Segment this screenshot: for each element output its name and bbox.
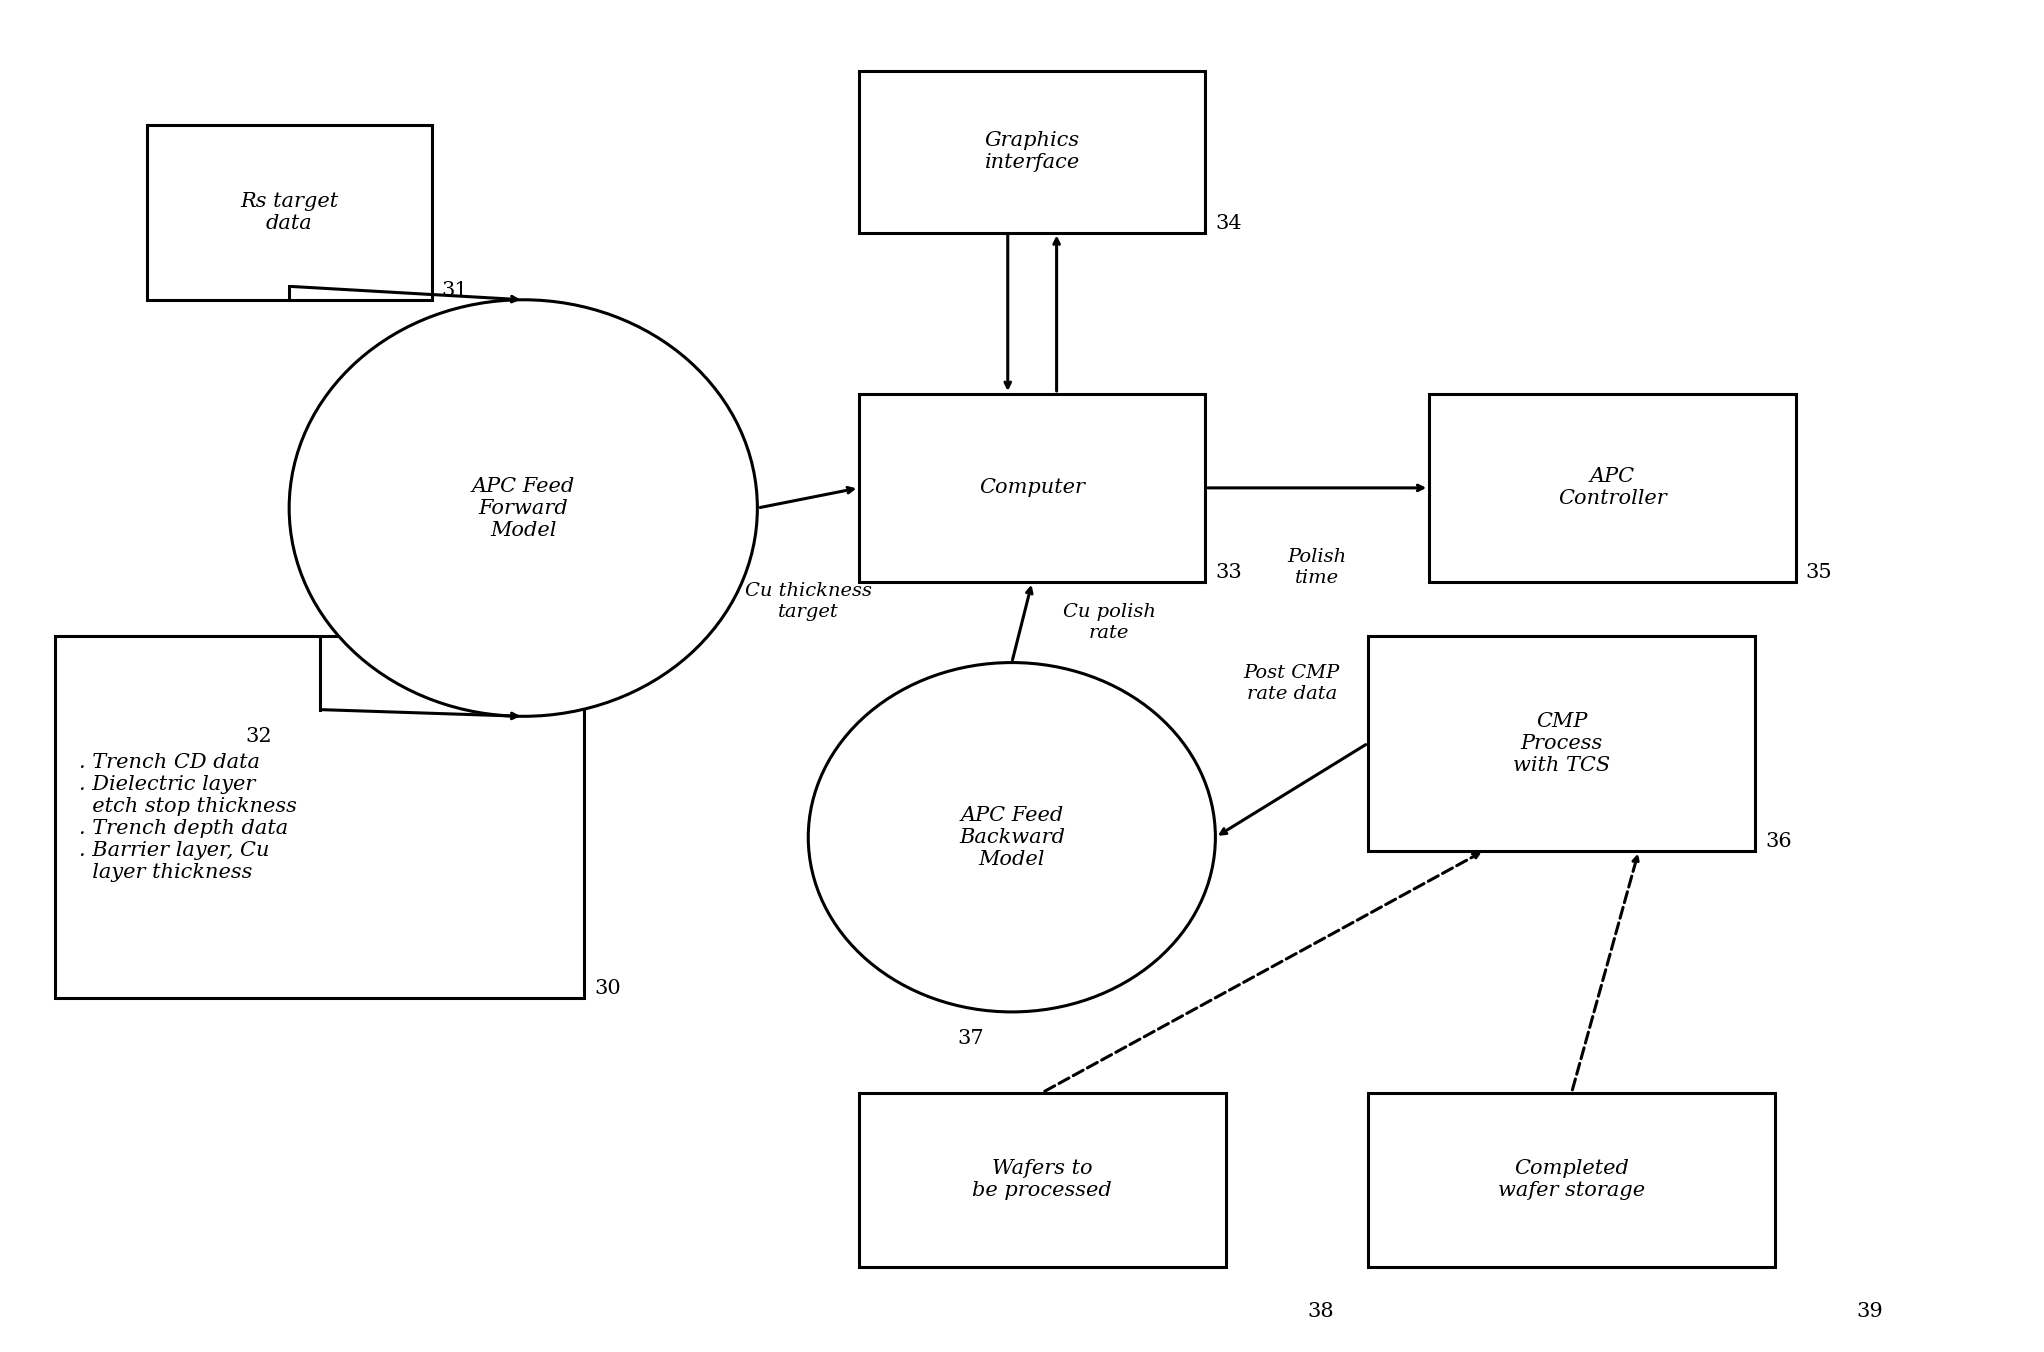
- Text: 31: 31: [442, 281, 468, 300]
- Text: 36: 36: [1766, 831, 1793, 850]
- Text: Polish
time: Polish time: [1288, 549, 1347, 587]
- FancyBboxPatch shape: [147, 126, 431, 300]
- Text: APC Feed
Backward
Model: APC Feed Backward Model: [959, 806, 1065, 869]
- FancyBboxPatch shape: [858, 72, 1206, 233]
- Text: Graphics
interface: Graphics interface: [985, 131, 1079, 173]
- Text: APC Feed
Forward
Model: APC Feed Forward Model: [472, 476, 574, 539]
- Text: Cu polish
rate: Cu polish rate: [1063, 603, 1155, 642]
- Text: Cu thickness
target: Cu thickness target: [744, 581, 871, 621]
- Ellipse shape: [288, 300, 758, 717]
- FancyBboxPatch shape: [55, 635, 585, 999]
- FancyBboxPatch shape: [1367, 635, 1756, 850]
- Text: Completed
wafer storage: Completed wafer storage: [1498, 1160, 1645, 1201]
- Text: 39: 39: [1856, 1302, 1883, 1321]
- Text: Post CMP
rate data: Post CMP rate data: [1243, 664, 1341, 703]
- Text: 38: 38: [1306, 1302, 1333, 1321]
- FancyBboxPatch shape: [858, 1092, 1226, 1267]
- FancyBboxPatch shape: [1429, 393, 1795, 581]
- FancyBboxPatch shape: [858, 393, 1206, 581]
- Text: 34: 34: [1216, 214, 1243, 233]
- Text: 30: 30: [595, 979, 621, 999]
- Text: APC
Controller: APC Controller: [1558, 468, 1666, 508]
- FancyBboxPatch shape: [1367, 1092, 1774, 1267]
- Text: . Trench CD data
. Dielectric layer
  etch stop thickness
. Trench depth data
. : . Trench CD data . Dielectric layer etch…: [80, 753, 296, 882]
- Text: Computer: Computer: [979, 479, 1085, 498]
- Text: Rs target
data: Rs target data: [239, 192, 337, 233]
- Text: 37: 37: [959, 1029, 985, 1048]
- Text: CMP
Process
with TCS: CMP Process with TCS: [1513, 711, 1611, 775]
- Text: 35: 35: [1805, 562, 1831, 581]
- Text: 33: 33: [1216, 562, 1243, 581]
- Text: 32: 32: [245, 727, 272, 746]
- Text: Wafers to
be processed: Wafers to be processed: [973, 1160, 1112, 1201]
- Ellipse shape: [807, 662, 1216, 1011]
